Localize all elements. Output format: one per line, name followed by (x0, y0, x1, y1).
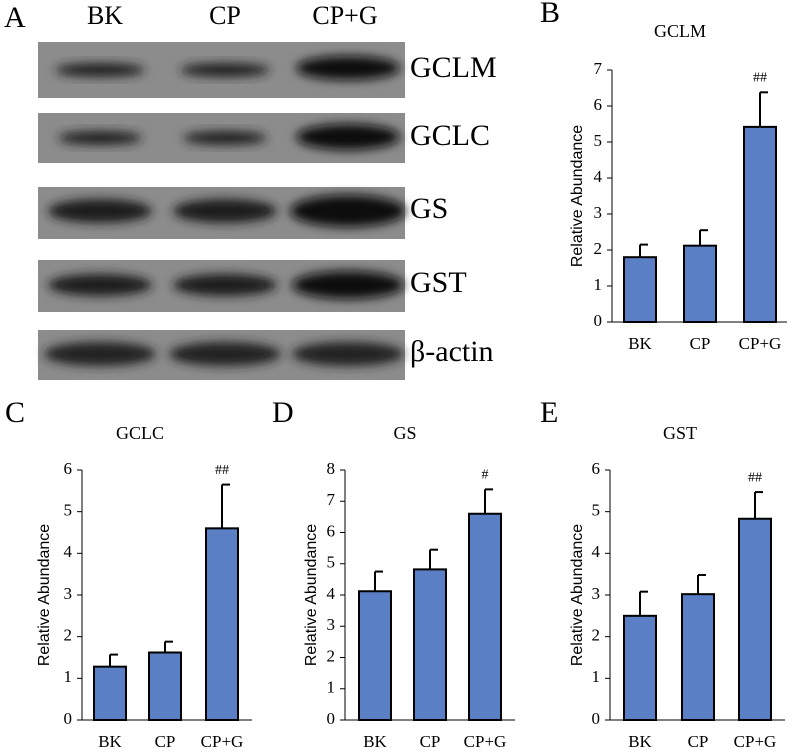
annotation: ## (753, 71, 767, 86)
y-tick-label: 3 (592, 584, 601, 603)
bar (205, 527, 239, 721)
lane-label: BK (87, 1, 123, 30)
y-axis-label: Relative Abundance (569, 125, 586, 267)
bar (468, 512, 502, 721)
y-tick-label: 1 (64, 667, 73, 686)
chart-title: GCLC (116, 423, 164, 443)
y-tick-label: 5 (594, 131, 603, 150)
x-tick-label: CP+G (739, 334, 782, 353)
panel-label: E (540, 396, 558, 429)
x-tick-label: CP (688, 732, 709, 751)
bar (683, 244, 717, 323)
y-tick-label: 3 (594, 203, 603, 222)
x-tick-label: CP (690, 334, 711, 353)
y-tick-label: 4 (64, 542, 73, 561)
y-axis-label: Relative Abundance (36, 524, 53, 666)
y-tick-label: 7 (327, 490, 336, 509)
y-tick-label: 4 (592, 542, 601, 561)
x-tick-label: BK (98, 732, 122, 751)
y-tick-label: 2 (64, 626, 73, 645)
bar (681, 593, 715, 722)
y-tick-label: 7 (594, 59, 603, 78)
row-label: GCLM (410, 51, 497, 84)
bar (148, 651, 182, 721)
y-tick-label: 1 (592, 667, 601, 686)
y-tick-label: 1 (327, 678, 336, 697)
lane-label: CP (209, 1, 241, 30)
x-tick-label: BK (628, 334, 652, 353)
bar (743, 125, 777, 323)
x-tick-label: CP+G (201, 732, 244, 751)
y-tick-label: 5 (327, 553, 336, 572)
y-tick-label: 6 (327, 521, 336, 540)
annotation: # (482, 468, 489, 483)
panel-label: C (5, 396, 25, 429)
y-tick-label: 6 (64, 459, 73, 478)
y-tick-label: 0 (594, 311, 603, 330)
y-tick-label: 8 (327, 459, 336, 478)
row-label: GS (410, 192, 448, 225)
y-axis-label: Relative Abundance (303, 524, 320, 666)
y-tick-label: 1 (594, 275, 603, 294)
x-tick-label: CP (420, 732, 441, 751)
y-tick-label: 2 (592, 626, 601, 645)
y-tick-label: 2 (327, 646, 336, 665)
x-tick-label: CP+G (464, 732, 507, 751)
x-tick-label: CP (155, 732, 176, 751)
panel-label: B (540, 0, 560, 29)
bar (623, 256, 657, 324)
x-tick-label: BK (628, 732, 652, 751)
y-tick-label: 4 (594, 167, 603, 186)
lane-label: CP+G (312, 1, 377, 30)
bar (738, 517, 772, 721)
panel-label: A (4, 1, 26, 34)
y-tick-label: 6 (592, 459, 601, 478)
row-label: GST (410, 266, 467, 299)
y-tick-label: 5 (592, 501, 601, 520)
y-tick-label: 3 (64, 584, 73, 603)
annotation: ## (215, 463, 229, 478)
chart-title: GS (393, 423, 416, 443)
blot-image (38, 42, 406, 380)
row-label: β-actin (410, 335, 494, 368)
y-tick-label: 0 (64, 709, 73, 728)
bar (623, 614, 657, 721)
y-tick-label: 2 (594, 239, 603, 258)
bar (358, 590, 392, 721)
y-tick-label: 3 (327, 615, 336, 634)
panel-label: D (272, 396, 294, 429)
chart-title: GCLM (654, 21, 706, 41)
y-tick-label: 0 (327, 709, 336, 728)
bar (413, 568, 447, 721)
bar (93, 665, 127, 722)
y-tick-label: 0 (592, 709, 601, 728)
y-tick-label: 6 (594, 95, 603, 114)
x-tick-label: CP+G (734, 732, 777, 751)
annotation: ## (748, 470, 762, 485)
y-axis-label: Relative Abundance (569, 524, 586, 666)
y-tick-label: 4 (327, 584, 336, 603)
row-label: GCLC (410, 119, 490, 152)
y-tick-label: 5 (64, 501, 73, 520)
x-tick-label: BK (363, 732, 387, 751)
chart-title: GST (663, 423, 697, 443)
